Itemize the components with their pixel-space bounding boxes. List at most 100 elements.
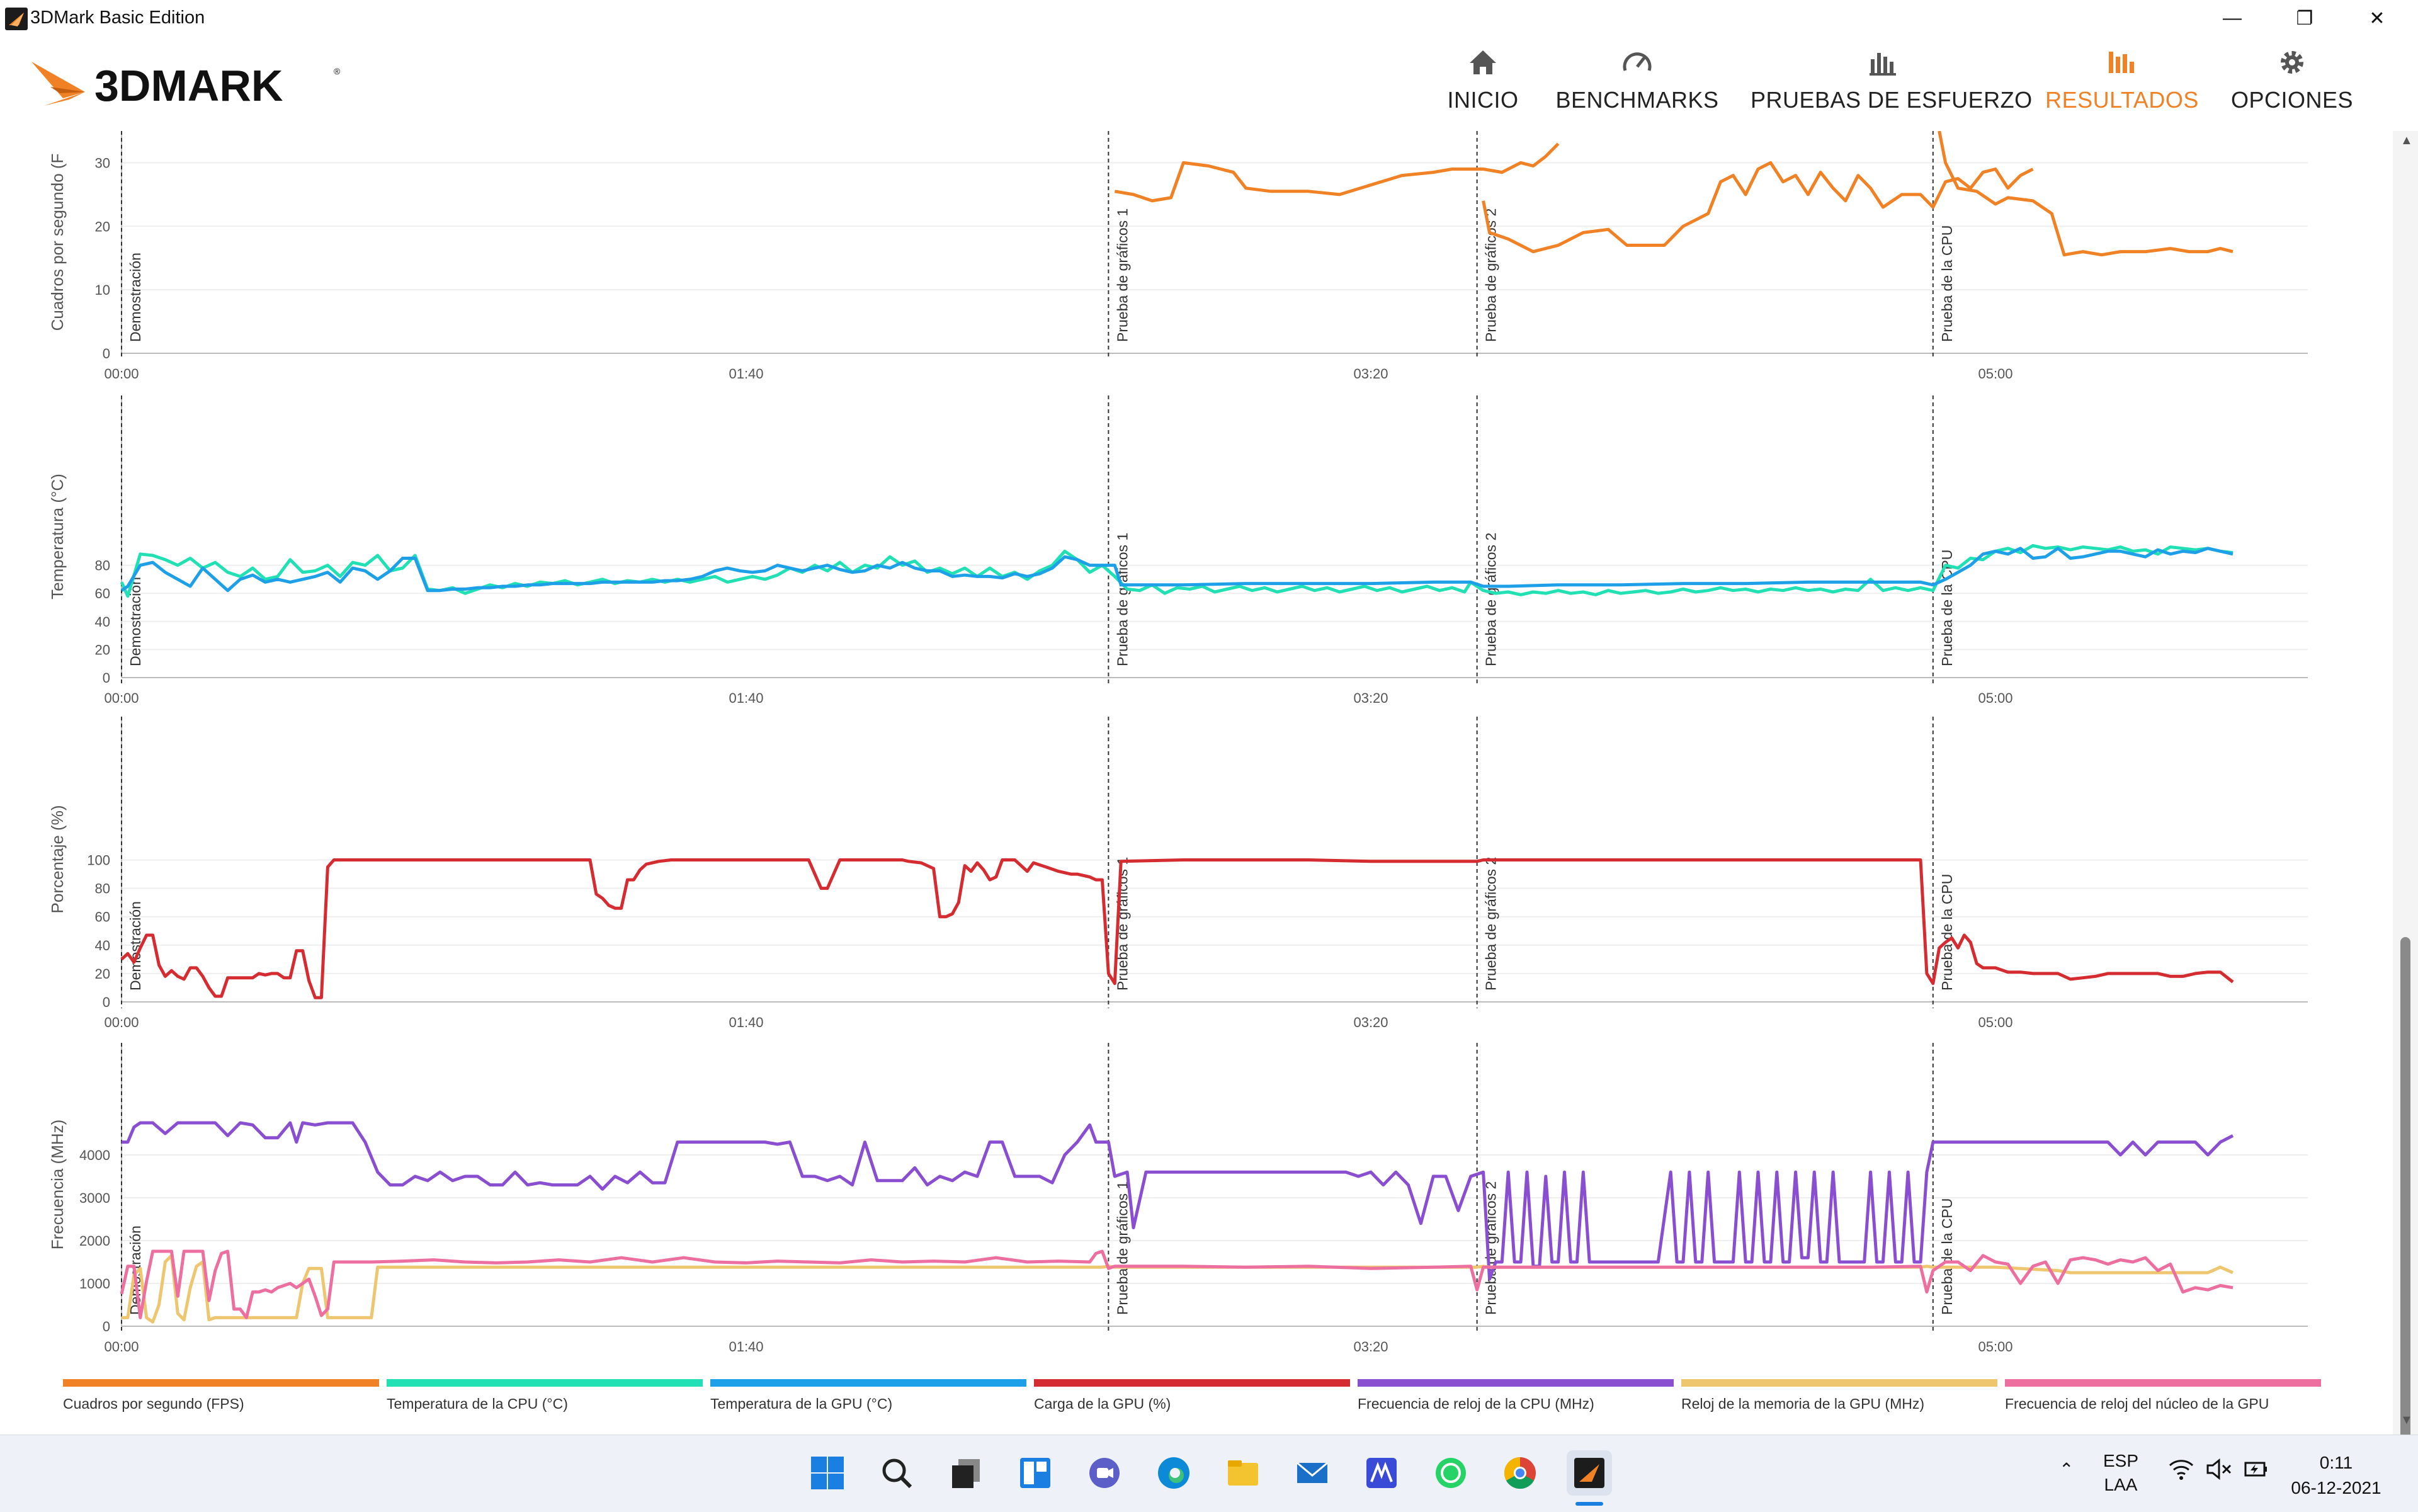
nav-label-opciones: OPCIONES <box>2230 87 2354 113</box>
scroll-up-arrow-icon[interactable]: ▲ <box>2400 134 2413 147</box>
app-header: 3DMARK ® INICIO BENCHMARKS PRUEBAS DE ES… <box>0 37 2418 131</box>
series-line <box>1938 131 2234 257</box>
close-button[interactable]: ✕ <box>2369 8 2385 29</box>
scrollbar-thumb[interactable] <box>2400 937 2410 1498</box>
legend-item-gpu-mem-clock[interactable]: Reloj de la memoria de la GPU (MHz) <box>1681 1379 1997 1413</box>
legend-label: Carga de la GPU (%) <box>1034 1395 1171 1412</box>
gear-icon <box>2229 43 2355 82</box>
legend-item-fps[interactable]: Cuadros por segundo (FPS) <box>63 1379 379 1413</box>
test-marker-label: Prueba de gráficos 2 <box>1483 208 1499 342</box>
nav-inicio[interactable]: INICIO <box>1436 43 1530 125</box>
x-tick-label: 01:40 <box>729 1015 763 1030</box>
legend-item-cpu-clock[interactable]: Frecuencia de reloj de la CPU (MHz) <box>1358 1379 1674 1413</box>
test-marker-label: Prueba de gráficos 1 <box>1114 1181 1130 1315</box>
x-tick-label: 05:00 <box>1978 1015 2012 1030</box>
windows-taskbar: ⌃ ESP LAA 0:11 06-12-2021 <box>0 1435 2418 1512</box>
vertical-scrollbar[interactable]: ▲ ▼ <box>2393 131 2418 1498</box>
x-tick-label: 01:40 <box>729 366 763 382</box>
clock-time: 0:11 <box>2319 1453 2353 1472</box>
y-tick-label: 80 <box>95 558 110 574</box>
y-tick-label: 40 <box>95 614 110 630</box>
x-tick-label: 03:20 <box>1353 1339 1388 1355</box>
maximize-button[interactable]: ❐ <box>2296 8 2313 29</box>
edge-icon[interactable] <box>1151 1450 1196 1496</box>
logo-text: 3DMARK <box>94 61 283 110</box>
nav-benchmarks[interactable]: BENCHMARKS <box>1555 43 1719 125</box>
nav-pruebas-de-esfuerzo[interactable]: PRUEBAS DE ESFUERZO <box>1751 43 2033 125</box>
chat-icon[interactable] <box>1082 1450 1127 1496</box>
x-tick-label: 03:20 <box>1353 1015 1388 1030</box>
y-tick-label: 10 <box>95 282 110 298</box>
bar-chart-icon <box>1751 43 2015 82</box>
y-tick-label: 40 <box>95 938 110 953</box>
battery-charging-icon[interactable] <box>2243 1457 2271 1486</box>
series-line <box>122 1121 2234 1281</box>
chart-legend: Cuadros por segundo (FPS) Temperatura de… <box>63 1379 2330 1430</box>
legend-label: Frecuencia de reloj de la CPU (MHz) <box>1358 1395 1594 1412</box>
svg-text:®: ® <box>334 66 341 76</box>
test-marker-label: Prueba de gráficos 1 <box>1114 208 1130 342</box>
search-icon[interactable] <box>874 1450 919 1496</box>
nav-label-benchmarks: BENCHMARKS <box>1555 87 1719 113</box>
nav-resultados[interactable]: RESULTADOS <box>2040 43 2204 125</box>
legend-swatch <box>387 1379 703 1387</box>
language-indicator[interactable]: ESP LAA <box>2103 1449 2138 1497</box>
nav-label-inicio: INICIO <box>1447 87 1519 113</box>
test-marker-label: Prueba de gráficos 2 <box>1483 533 1499 666</box>
x-tick-label: 03:20 <box>1353 690 1388 706</box>
legend-label: Temperatura de la GPU (°C) <box>710 1395 893 1412</box>
legend-item-gpu-temp[interactable]: Temperatura de la GPU (°C) <box>710 1379 1026 1413</box>
legend-item-cpu-temp[interactable]: Temperatura de la CPU (°C) <box>387 1379 703 1413</box>
minimize-button[interactable]: — <box>2223 8 2242 28</box>
y-tick-label: 30 <box>95 155 110 171</box>
series-line <box>122 1254 2234 1324</box>
x-tick-label: 00:00 <box>104 1339 139 1355</box>
y-axis-label: Porcentaje (%) <box>48 805 67 914</box>
test-marker-label: Prueba de gráficos 1 <box>1114 533 1130 666</box>
wifi-icon[interactable] <box>2167 1457 2195 1486</box>
y-tick-label: 100 <box>87 853 110 868</box>
legend-item-gpu-core-clock[interactable]: Frecuencia de reloj del núcleo de la GPU <box>2005 1379 2321 1413</box>
y-tick-label: 20 <box>95 966 110 982</box>
app-icon[interactable] <box>1359 1450 1404 1496</box>
series-line <box>1482 161 2034 254</box>
3dmark-icon[interactable] <box>1567 1450 1612 1496</box>
mail-icon[interactable] <box>1290 1450 1335 1496</box>
nav-label-pruebas: PRUEBAS DE ESFUERZO <box>1751 87 2033 113</box>
results-charts[interactable]: 0 10 20 30 00:00 01:40 03:20 05:00 Cuadros por s… <box>0 131 2393 1435</box>
y-tick-label: 20 <box>95 642 110 657</box>
series-line <box>1114 142 1560 203</box>
show-hidden-icons-chevron-up-icon[interactable]: ⌃ <box>2059 1460 2074 1479</box>
system-clock[interactable]: 0:11 06-12-2021 <box>2286 1450 2387 1501</box>
legend-item-gpu-load[interactable]: Carga de la GPU (%) <box>1034 1379 1350 1413</box>
window-title: 3DMark Basic Edition <box>30 8 205 28</box>
x-tick-label: 00:00 <box>104 690 139 706</box>
test-marker-label: Prueba de la CPU <box>1939 874 1955 991</box>
task-view-icon[interactable] <box>943 1450 989 1496</box>
nav-opciones[interactable]: OPCIONES <box>2229 43 2355 125</box>
y-tick-label: 80 <box>95 881 110 897</box>
test-marker-label: Prueba de gráficos 2 <box>1483 857 1499 991</box>
clock-date: 06-12-2021 <box>2291 1478 2381 1498</box>
scroll-down-arrow-icon[interactable]: ▼ <box>2400 1413 2413 1427</box>
y-tick-label: 2000 <box>79 1233 110 1249</box>
widgets-icon[interactable] <box>1013 1450 1058 1496</box>
whatsapp-icon[interactable] <box>1428 1450 1473 1496</box>
windows-start-icon[interactable] <box>805 1450 850 1496</box>
legend-swatch <box>1034 1379 1350 1387</box>
y-tick-label: 3000 <box>79 1190 110 1206</box>
file-explorer-icon[interactable] <box>1220 1450 1266 1496</box>
y-tick-label: 4000 <box>79 1147 110 1163</box>
results-icon <box>2040 43 2204 82</box>
y-axis-label: Temperatura (°C) <box>48 474 67 600</box>
volume-muted-icon[interactable] <box>2205 1457 2233 1486</box>
y-tick-label: 1000 <box>79 1276 110 1292</box>
nav-label-resultados: RESULTADOS <box>2045 87 2199 113</box>
chrome-icon[interactable] <box>1497 1450 1543 1496</box>
legend-label: Frecuencia de reloj del núcleo de la GPU <box>2005 1395 2269 1412</box>
legend-swatch <box>1681 1379 1997 1387</box>
test-marker-label: Prueba de la CPU <box>1939 225 1955 342</box>
keyboard-layout: LAA <box>2104 1475 2138 1494</box>
3dmark-logo[interactable]: 3DMARK ® <box>25 43 353 118</box>
y-axis-label: Frecuencia (MHz) <box>48 1120 67 1250</box>
